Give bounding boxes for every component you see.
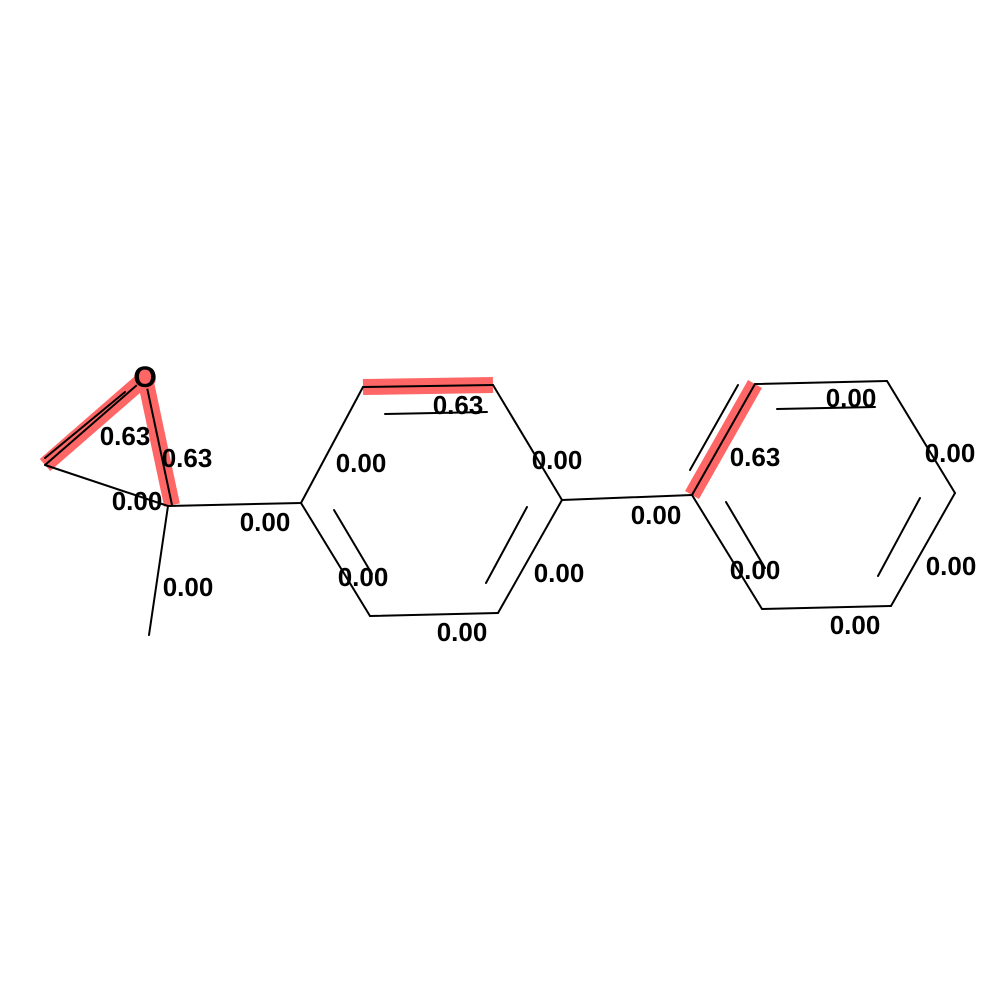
bond-lines — [44, 377, 956, 636]
bond-weight-label-ring1-lower-left: 0.00 — [338, 562, 389, 592]
bond-epoxide-o-c — [144, 377, 173, 506]
bond-weight-label-ring1-upper-left: 0.00 — [336, 448, 387, 478]
bond-weight-labels: 0.63 0.63 0.00 0.00 0.00 0.63 0.00 0.00 0.00 0.00… — [100, 383, 977, 647]
oxygen-atom-highlight — [134, 367, 156, 389]
bond-inner-ring2-upper-left — [689, 384, 739, 471]
bond-weight-label-ring2-lower-right: 0.00 — [926, 551, 977, 581]
bond-ring1-upper-right — [492, 384, 563, 501]
bond-epoxide-ch2-c — [44, 464, 169, 507]
bond-ring2-bottom — [761, 605, 892, 610]
bond-weight-label-epoxide-ch2-c: 0.00 — [112, 486, 163, 516]
bond-ring1-lower-left — [300, 502, 371, 617]
bond-inner-ring1-lower-right — [485, 506, 528, 584]
bond-inner-ring2-lower-right — [877, 497, 921, 577]
bond-weight-label-epoxide-o-ch2: 0.63 — [100, 421, 151, 451]
bond-weight-label-ring1-ring2: 0.00 — [631, 500, 682, 530]
atom-labels: O — [133, 361, 156, 394]
bond-weight-label-ring1-bottom: 0.00 — [437, 617, 488, 647]
bond-ring2-upper-left — [691, 383, 756, 496]
bond-weight-label-ring2-bottom: 0.00 — [830, 610, 881, 640]
bond-ring2-lower-left — [691, 494, 763, 610]
bond-weight-label-ring1-lower-right: 0.00 — [534, 558, 585, 588]
bond-inner-ring2-lower-left — [725, 501, 766, 569]
bond-weight-label-ring1-top: 0.63 — [433, 390, 484, 420]
oxygen-atom-label: O — [133, 361, 156, 394]
bond-c-ring1 — [167, 502, 302, 507]
bond-ring1-lower-right — [497, 499, 563, 614]
bond-ring1-top — [362, 384, 494, 388]
bond-weight-label-c-methyl: 0.00 — [163, 572, 214, 602]
bond-ring2-upper-right — [886, 380, 956, 494]
bond-ring1-ring2 — [561, 494, 693, 501]
bond-epoxide-o-ch2 — [44, 377, 146, 466]
bond-inner-ring2-top — [776, 406, 876, 410]
bond-ring2-lower-right — [890, 492, 956, 607]
bond-weight-label-epoxide-o-c: 0.63 — [162, 443, 213, 473]
bond-c-methyl — [148, 505, 169, 636]
bond-ring1-bottom — [369, 612, 499, 617]
bond-inner-epoxide-o-ch2 — [44, 391, 126, 459]
bond-weight-label-ring2-top: 0.00 — [826, 383, 877, 413]
bond-weight-label-ring2-upper-left: 0.63 — [730, 442, 781, 472]
bond-inner-ring1-top — [384, 411, 488, 415]
bond-weight-label-ring1-upper-right: 0.00 — [532, 445, 583, 475]
bond-weight-label-ring2-lower-left: 0.00 — [730, 555, 781, 585]
bond-weight-label-ring2-upper-right: 0.00 — [925, 438, 976, 468]
bond-ring1-upper-left — [300, 386, 364, 504]
bond-weight-label-c-ring1: 0.00 — [240, 507, 291, 537]
bond-ring2-top — [754, 380, 888, 385]
bond-inner-ring1-lower-left — [333, 509, 373, 575]
